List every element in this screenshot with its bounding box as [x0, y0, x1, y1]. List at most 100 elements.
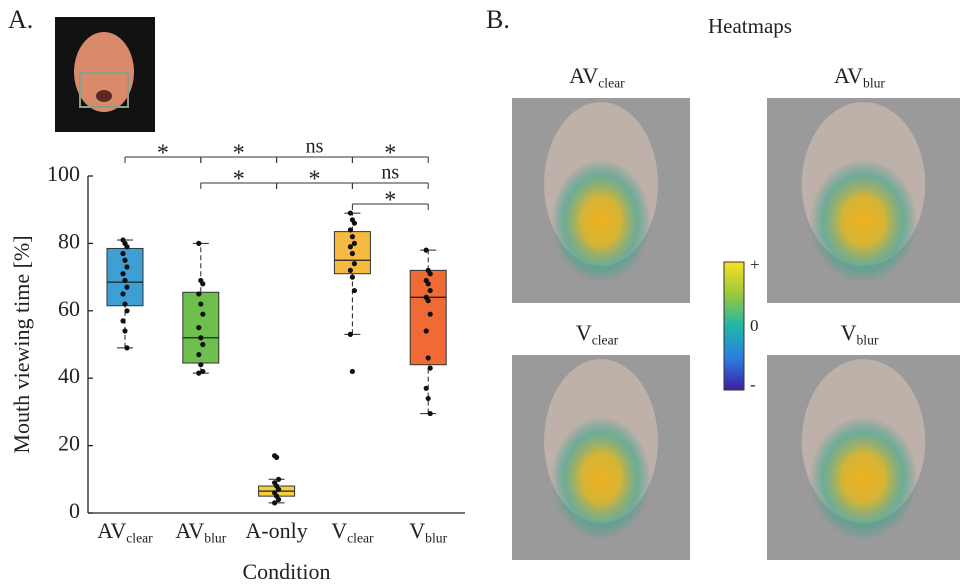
- x-tick-label-base: AV: [175, 518, 204, 543]
- data-point: [427, 410, 433, 417]
- x-tick-label-base: AV: [97, 518, 126, 543]
- data-point: [423, 385, 429, 391]
- data-point: [351, 287, 357, 294]
- data-point: [276, 496, 282, 503]
- data-point: [349, 368, 355, 375]
- heat-blob: [551, 416, 651, 540]
- heatmap-title-sub: clear: [598, 76, 625, 91]
- colorbar-label: +: [750, 255, 760, 274]
- data-point: [425, 281, 431, 287]
- colorbar-label: 0: [750, 316, 759, 335]
- data-point: [124, 284, 130, 290]
- heatmap-title-base: V: [576, 320, 592, 345]
- sig-label: *: [309, 167, 321, 193]
- y-tick-label: 20: [58, 431, 80, 456]
- data-point: [274, 454, 280, 460]
- sig-label: *: [384, 141, 396, 167]
- colorbar-label: -: [750, 375, 756, 394]
- data-point: [351, 220, 357, 226]
- data-point: [427, 271, 433, 277]
- y-tick-label: 80: [58, 228, 80, 253]
- x-tick-label: A-only: [245, 518, 307, 543]
- x-axis-label: Condition: [242, 559, 330, 584]
- heatmap-title-sub: clear: [592, 333, 619, 348]
- x-tick-label-sub: clear: [347, 531, 374, 546]
- data-point: [276, 476, 282, 482]
- data-point: [122, 257, 128, 263]
- data-point: [200, 281, 206, 287]
- x-tick-label: Vclear: [331, 518, 374, 546]
- sig-label: ns: [381, 162, 399, 184]
- data-point: [120, 271, 126, 277]
- data-point: [427, 287, 433, 294]
- data-point: [425, 298, 431, 304]
- data-point: [349, 274, 355, 280]
- x-tick-label-base: V: [331, 518, 347, 543]
- heatmap-title-base: V: [841, 320, 857, 345]
- data-point: [122, 328, 128, 334]
- x-tick-label-base: V: [409, 518, 425, 543]
- data-point: [347, 267, 353, 273]
- heatmap-title-base: AV: [834, 63, 863, 88]
- sig-label: *: [233, 167, 245, 193]
- heatmaps-title: Heatmaps: [708, 14, 792, 38]
- data-point: [200, 311, 206, 317]
- heat-blob: [551, 159, 651, 283]
- data-point: [347, 244, 353, 250]
- data-point: [198, 301, 204, 307]
- heatmap-title-sub: blur: [856, 333, 878, 348]
- data-point: [349, 234, 355, 240]
- heatmap-title: Vclear: [576, 320, 619, 348]
- data-point: [122, 301, 128, 307]
- data-point: [198, 335, 204, 341]
- y-axis-label: Mouth viewing time [%]: [9, 235, 34, 453]
- data-point: [124, 345, 130, 351]
- data-point: [120, 291, 126, 297]
- sig-label: *: [233, 141, 245, 167]
- data-point: [425, 355, 431, 361]
- x-tick-label-sub: blur: [204, 531, 226, 546]
- x-tick-label-sub: clear: [126, 531, 153, 546]
- heatmap-title: AVclear: [569, 63, 625, 91]
- heatmap-title: AVblur: [834, 63, 885, 91]
- data-point: [423, 247, 429, 253]
- data-point: [196, 291, 202, 297]
- y-tick-label: 100: [47, 161, 80, 186]
- sig-label: *: [384, 188, 396, 214]
- heat-blob: [809, 416, 918, 540]
- x-tick-label-sub: blur: [425, 531, 447, 546]
- data-point: [198, 362, 204, 368]
- y-tick-label: 60: [58, 296, 80, 321]
- y-tick-label: 0: [69, 498, 80, 523]
- data-point: [349, 250, 355, 257]
- data-point: [200, 341, 206, 348]
- data-point: [124, 308, 130, 314]
- data-point: [276, 486, 282, 493]
- box: [106, 247, 144, 307]
- data-point: [347, 331, 353, 337]
- data-point: [272, 500, 278, 506]
- sig-label: *: [157, 141, 169, 167]
- data-point: [196, 325, 202, 331]
- x-tick-label: AVblur: [175, 518, 226, 546]
- data-point: [425, 395, 431, 402]
- data-point: [351, 261, 357, 267]
- data-point: [124, 244, 130, 250]
- data-point: [347, 210, 353, 216]
- data-point: [427, 311, 433, 317]
- data-point: [200, 368, 206, 375]
- panel-label: A.: [8, 5, 33, 34]
- data-point: [120, 250, 126, 257]
- data-point: [423, 328, 429, 334]
- heat-blob: [809, 159, 918, 283]
- panel-label: B.: [486, 5, 510, 34]
- data-point: [196, 240, 202, 246]
- data-point: [122, 277, 128, 284]
- data-point: [347, 227, 353, 233]
- data-point: [120, 318, 126, 324]
- x-tick-label: AVclear: [97, 518, 153, 546]
- y-tick-label: 40: [58, 363, 80, 388]
- colorbar: [723, 261, 745, 391]
- data-point: [351, 240, 357, 246]
